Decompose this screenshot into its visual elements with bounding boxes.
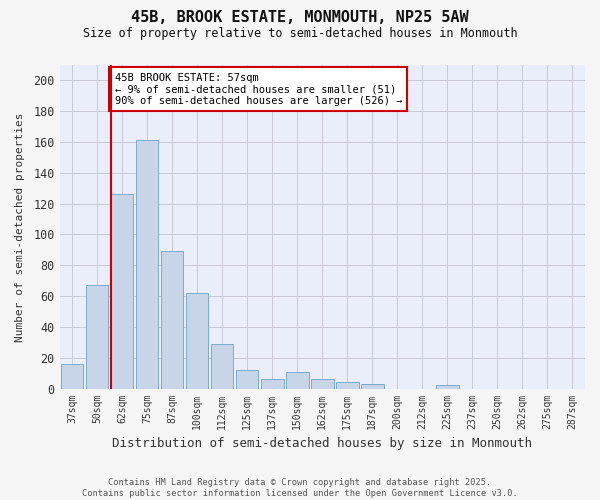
- Bar: [61, 364, 83, 388]
- Bar: [86, 286, 109, 389]
- Bar: [211, 344, 233, 389]
- Bar: [286, 372, 308, 388]
- Y-axis label: Number of semi-detached properties: Number of semi-detached properties: [15, 112, 25, 342]
- Bar: [136, 140, 158, 388]
- Bar: [161, 252, 184, 388]
- Bar: [361, 384, 383, 388]
- Bar: [261, 380, 284, 388]
- Bar: [436, 386, 458, 388]
- Text: Size of property relative to semi-detached houses in Monmouth: Size of property relative to semi-detach…: [83, 28, 517, 40]
- Text: 45B BROOK ESTATE: 57sqm
← 9% of semi-detached houses are smaller (51)
90% of sem: 45B BROOK ESTATE: 57sqm ← 9% of semi-det…: [115, 72, 402, 106]
- Text: Contains HM Land Registry data © Crown copyright and database right 2025.
Contai: Contains HM Land Registry data © Crown c…: [82, 478, 518, 498]
- Bar: [336, 382, 359, 388]
- Bar: [311, 380, 334, 388]
- X-axis label: Distribution of semi-detached houses by size in Monmouth: Distribution of semi-detached houses by …: [112, 437, 532, 450]
- Bar: [111, 194, 133, 388]
- Text: 45B, BROOK ESTATE, MONMOUTH, NP25 5AW: 45B, BROOK ESTATE, MONMOUTH, NP25 5AW: [131, 10, 469, 25]
- Bar: [236, 370, 259, 388]
- Bar: [186, 293, 208, 388]
